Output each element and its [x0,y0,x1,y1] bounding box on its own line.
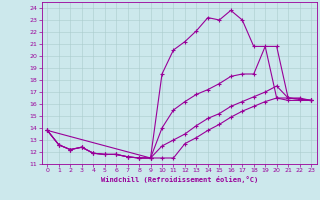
X-axis label: Windchill (Refroidissement éolien,°C): Windchill (Refroidissement éolien,°C) [100,176,258,183]
